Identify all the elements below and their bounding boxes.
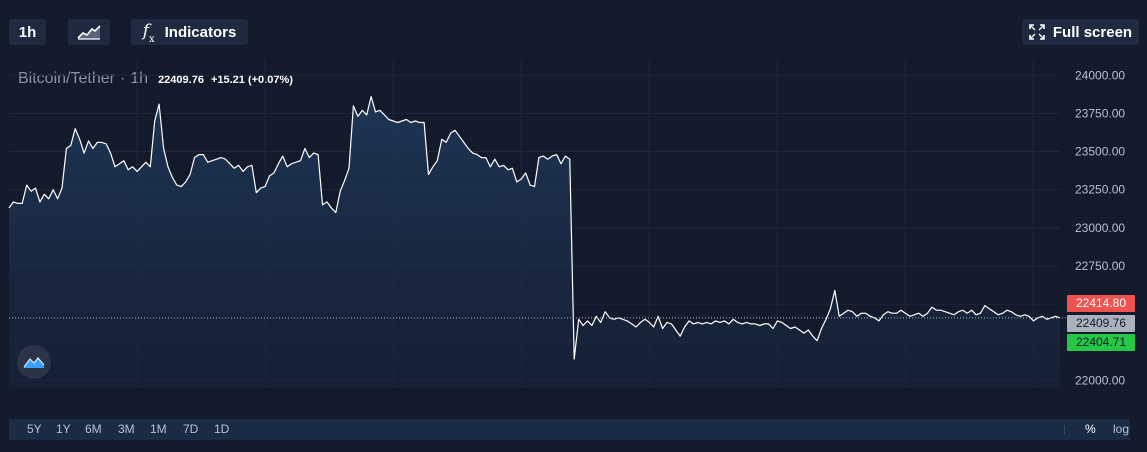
range-button-5y[interactable]: 5Y bbox=[27, 422, 42, 436]
x-tick-label: Mar bbox=[382, 398, 404, 400]
ask-price-label: 22414.80 bbox=[1067, 295, 1135, 312]
y-tick-label: 23000.00 bbox=[1075, 221, 1125, 235]
x-tick-label: 2 bbox=[518, 398, 525, 400]
indicators-button[interactable]: fx Indicators bbox=[131, 19, 248, 45]
range-button-3m[interactable]: 3M bbox=[118, 422, 135, 436]
bid-price-label: 22404.71 bbox=[1067, 334, 1135, 351]
interval-button[interactable]: 1h bbox=[9, 19, 46, 45]
area-chart-icon bbox=[77, 25, 101, 40]
y-tick-label: 24000.00 bbox=[1075, 68, 1125, 82]
range-button-1d[interactable]: 1D bbox=[214, 422, 230, 436]
function-icon: fx bbox=[142, 20, 155, 46]
indicators-label: Indicators bbox=[164, 23, 237, 41]
legend-separator: · bbox=[119, 70, 126, 87]
price-chart[interactable]: 22000.0022250.0022500.0022750.0023000.00… bbox=[0, 60, 1147, 400]
x-tick-label: 4 bbox=[774, 398, 781, 400]
x-tick-label: 3 bbox=[646, 398, 653, 400]
price-line bbox=[8, 96, 1061, 360]
x-tick-label: 5 bbox=[902, 398, 909, 400]
range-button-1y[interactable]: 1Y bbox=[56, 422, 71, 436]
chart-type-button[interactable] bbox=[68, 19, 110, 45]
legend-symbol: Bitcoin/Tether bbox=[18, 70, 115, 87]
fullscreen-label: Full screen bbox=[1052, 23, 1133, 41]
legend-change: +15.21 (+0.07%) bbox=[210, 74, 293, 86]
interval-label: 1h bbox=[18, 23, 37, 41]
x-tick-label: 27 bbox=[130, 398, 144, 400]
y-tick-label: 22750.00 bbox=[1075, 259, 1125, 273]
price-area bbox=[9, 96, 1060, 388]
y-tick-label: 23250.00 bbox=[1075, 183, 1125, 197]
chart-legend: Bitcoin/Tether · 1h 22409.76 +15.21 (+0.… bbox=[18, 70, 293, 88]
range-divider bbox=[1064, 425, 1065, 434]
range-button-6m[interactable]: 6M bbox=[85, 422, 102, 436]
range-bar: % log 5Y 1Y 6M 3M 1M 7D 1D bbox=[9, 419, 1130, 440]
y-tick-label: 23500.00 bbox=[1075, 145, 1125, 159]
x-tick-label: 6 bbox=[1030, 398, 1037, 400]
last-price-label: 22409.76 bbox=[1067, 315, 1135, 332]
percent-scale-button[interactable]: % bbox=[1085, 422, 1096, 436]
legend-price: 22409.76 bbox=[158, 74, 204, 86]
x-tick-label: 28 bbox=[258, 398, 272, 400]
legend-interval: 1h bbox=[130, 70, 149, 87]
log-scale-button[interactable]: log bbox=[1113, 422, 1130, 436]
expand-icon bbox=[1029, 24, 1045, 40]
fullscreen-button[interactable]: Full screen bbox=[1022, 19, 1139, 45]
y-tick-label: 22000.00 bbox=[1075, 373, 1125, 387]
y-tick-label: 23750.00 bbox=[1075, 106, 1125, 120]
x-axis: 27 28 Mar 2 3 4 5 6 bbox=[130, 398, 1037, 400]
range-button-1m[interactable]: 1M bbox=[150, 422, 167, 436]
range-button-7d[interactable]: 7D bbox=[183, 422, 199, 436]
tradingview-logo-icon[interactable] bbox=[17, 345, 51, 379]
